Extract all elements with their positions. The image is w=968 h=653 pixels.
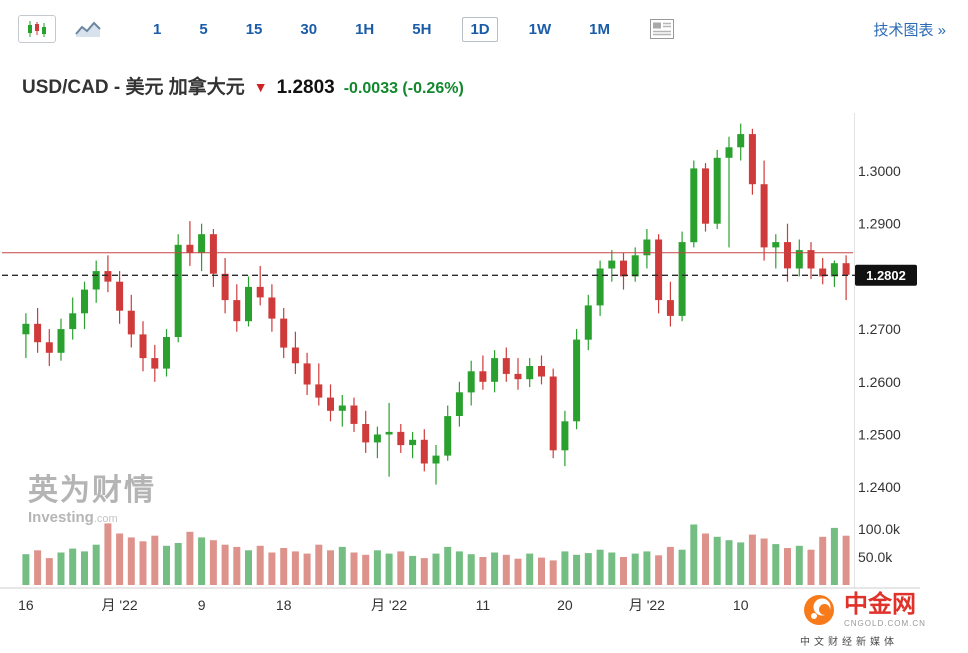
price-down-arrow-icon: ▼ bbox=[253, 79, 268, 95]
candlestick-chart-button[interactable] bbox=[18, 15, 56, 43]
svg-text:1.3000: 1.3000 bbox=[858, 163, 901, 179]
svg-text:50.0k: 50.0k bbox=[858, 549, 893, 565]
svg-text:20: 20 bbox=[557, 597, 573, 613]
svg-text:11: 11 bbox=[476, 597, 491, 613]
svg-text:月 '22: 月 '22 bbox=[102, 597, 138, 613]
svg-text:月 '22: 月 '22 bbox=[629, 597, 665, 613]
svg-text:1.2700: 1.2700 bbox=[858, 321, 901, 337]
svg-text:1.2802: 1.2802 bbox=[866, 268, 906, 283]
candlestick-chart-icon bbox=[26, 20, 48, 38]
x-axis-labels: 16 月 '22 9 18 月 '22 11 20 月 '22 10 bbox=[18, 597, 749, 613]
news-view-button[interactable] bbox=[644, 15, 679, 43]
timeframe-30[interactable]: 30 bbox=[293, 18, 324, 41]
instrument-header: USD/CAD - 美元 加拿大元 ▼ 1.2803 -0.0033 (-0.2… bbox=[0, 58, 968, 113]
svg-text:9: 9 bbox=[198, 597, 206, 613]
chart-toolbar: 1 5 15 30 1H 5H 1D 1W 1M 技术图表 » bbox=[0, 0, 968, 58]
brand-name: 中金网 bbox=[844, 590, 916, 618]
svg-text:1.2400: 1.2400 bbox=[858, 479, 901, 495]
volume-layer bbox=[22, 523, 850, 585]
y-axis-labels: 1.3000 1.2900 1.2700 1.2600 1.2500 1.2400 bbox=[858, 163, 901, 495]
timeframe-15[interactable]: 15 bbox=[239, 18, 270, 41]
price-badge: 1.2802 bbox=[855, 264, 917, 286]
brand-domain: CNGOLD.COM.CN bbox=[844, 618, 926, 628]
timeframe-1w[interactable]: 1W bbox=[522, 18, 559, 41]
timeframe-5[interactable]: 5 bbox=[192, 18, 214, 41]
brand-tagline: 中文财经新媒体 bbox=[800, 637, 898, 648]
candle-layer bbox=[22, 123, 850, 485]
timeframe-5h[interactable]: 5H bbox=[405, 18, 438, 41]
price-change: -0.0033 (-0.26%) bbox=[343, 80, 464, 97]
svg-text:月 '22: 月 '22 bbox=[371, 597, 407, 613]
svg-text:1.2500: 1.2500 bbox=[858, 427, 901, 443]
instrument-title: USD/CAD - 美元 加拿大元 bbox=[22, 77, 245, 98]
news-icon bbox=[649, 19, 674, 39]
line-chart-icon bbox=[75, 20, 101, 38]
pane-dividers bbox=[0, 113, 920, 589]
timeframe-1d[interactable]: 1D bbox=[462, 16, 498, 42]
svg-text:16: 16 bbox=[18, 597, 34, 613]
svg-text:100.0k: 100.0k bbox=[858, 521, 901, 537]
technical-chart-link[interactable]: 技术图表 » bbox=[873, 21, 946, 39]
timeframe-1h[interactable]: 1H bbox=[348, 18, 381, 41]
timeframe-selector: 1 5 15 30 1H 5H 1D 1W 1M bbox=[146, 16, 617, 42]
svg-text:1.2600: 1.2600 bbox=[858, 374, 901, 390]
volume-axis-labels: 100.0k 50.0k bbox=[858, 521, 901, 565]
svg-text:1.2900: 1.2900 bbox=[858, 216, 901, 232]
line-chart-button[interactable] bbox=[70, 16, 106, 42]
svg-text:18: 18 bbox=[276, 597, 292, 613]
cngold-flame-icon bbox=[800, 591, 838, 629]
cngold-logo[interactable]: 中金网 CNGOLD.COM.CN 中文财经新媒体 bbox=[800, 591, 960, 648]
last-price: 1.2803 bbox=[276, 77, 335, 98]
price-chart-canvas[interactable]: 1.3000 1.2900 1.2700 1.2600 1.2500 1.2400 1.28… bbox=[0, 113, 968, 618]
timeframe-1[interactable]: 1 bbox=[146, 18, 168, 41]
chart-area: 1.3000 1.2900 1.2700 1.2600 1.2500 1.2400 1.28… bbox=[0, 113, 968, 648]
svg-text:10: 10 bbox=[733, 597, 749, 613]
timeframe-1m[interactable]: 1M bbox=[582, 18, 617, 41]
